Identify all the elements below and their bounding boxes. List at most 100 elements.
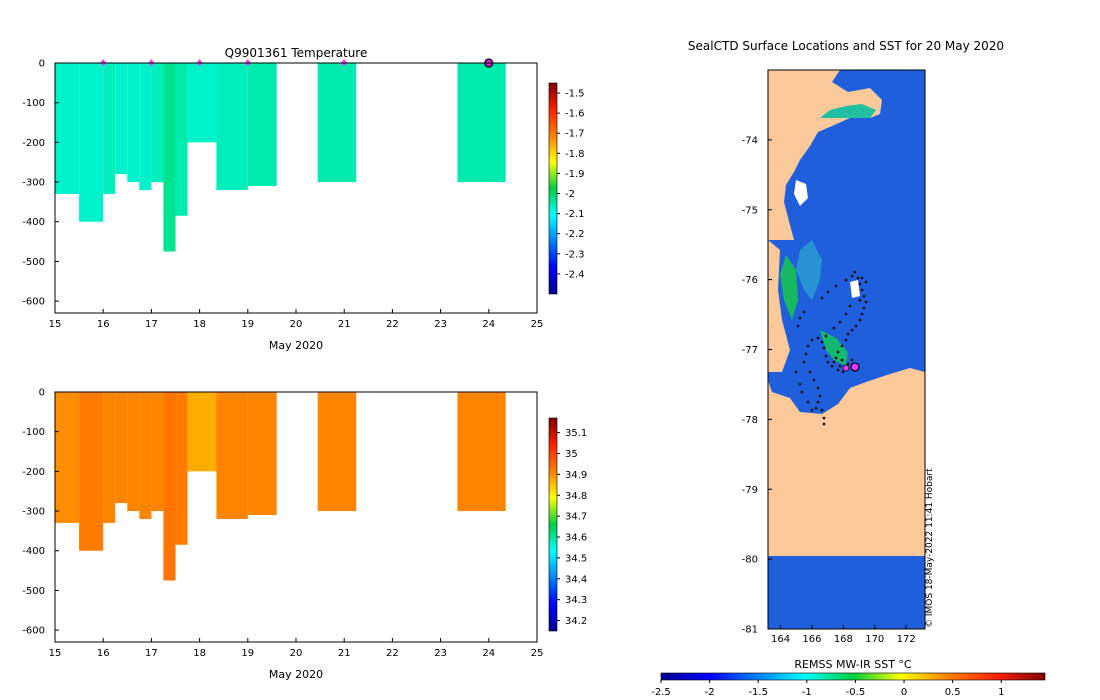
seal-track-point bbox=[802, 310, 806, 314]
y-tick-label: 0 bbox=[39, 388, 45, 399]
sst-colorbar-tick-label: 0 bbox=[901, 687, 907, 698]
seal-track-point bbox=[820, 408, 824, 412]
seal-track-point bbox=[794, 370, 798, 374]
seal-track-point bbox=[800, 390, 804, 394]
map-x-tick-label: 168 bbox=[834, 634, 853, 645]
map-x-tick-label: 164 bbox=[771, 634, 790, 645]
profile-bar bbox=[55, 63, 80, 194]
map-y-tick-label: -81 bbox=[742, 625, 758, 636]
seal-track-point bbox=[864, 300, 868, 304]
seal-track-point bbox=[826, 360, 830, 364]
sst-colorbar-tick-label: 0.5 bbox=[945, 687, 961, 698]
colorbar-tick-label: 34.7 bbox=[565, 512, 587, 523]
x-tick-label: 16 bbox=[97, 319, 110, 330]
coastal-sst-patch-4 bbox=[820, 104, 876, 118]
seal-track-point bbox=[858, 318, 862, 322]
x-tick-label: 24 bbox=[482, 319, 495, 330]
profile-bar bbox=[216, 63, 248, 190]
sst-colorbar-tick-label: -1 bbox=[802, 687, 812, 698]
x-tick-label: 20 bbox=[290, 319, 303, 330]
seal-track-point bbox=[838, 320, 842, 324]
profile-bar bbox=[115, 392, 128, 504]
profile-bar bbox=[317, 63, 357, 183]
sst-colorbar bbox=[660, 672, 1046, 681]
coastal-sst-patch-3 bbox=[820, 330, 848, 366]
seal-track-point bbox=[841, 370, 845, 374]
seal-track-point bbox=[820, 340, 824, 344]
y-tick-label: -400 bbox=[22, 546, 45, 557]
sst-colorbar-tick-label: 1 bbox=[998, 687, 1004, 698]
map-y-tick-label: -78 bbox=[742, 415, 758, 426]
profile-bar bbox=[163, 63, 176, 252]
seal-surface-location bbox=[842, 364, 850, 372]
y-tick-label: -200 bbox=[22, 467, 45, 478]
seal-track-point bbox=[796, 324, 800, 328]
x-tick-label: 22 bbox=[386, 648, 399, 659]
seal-track-point bbox=[822, 416, 826, 420]
sst-colorbar-tick-label: -1.5 bbox=[748, 687, 768, 698]
seal-track-point bbox=[856, 276, 860, 280]
map-title: SealCTD Surface Locations and SST for 20… bbox=[688, 39, 1004, 53]
colorbar-tick-label: -1.7 bbox=[565, 129, 585, 140]
profile-bar bbox=[247, 392, 277, 516]
seal-track-point bbox=[820, 296, 824, 300]
seal-track-point bbox=[850, 328, 854, 332]
seal-track-point bbox=[824, 334, 828, 338]
seal-track-point bbox=[848, 304, 852, 308]
profile-bar bbox=[115, 63, 128, 175]
y-tick-label: -600 bbox=[22, 297, 45, 308]
x-tick-label: 23 bbox=[434, 648, 447, 659]
seal-track-point bbox=[860, 288, 864, 292]
colorbar-tick-label: -2.4 bbox=[565, 269, 585, 280]
x-tick-label: 15 bbox=[49, 319, 62, 330]
seal-track-point bbox=[862, 294, 866, 298]
ross-ice-shelf bbox=[768, 368, 925, 556]
seal-track-point bbox=[812, 378, 816, 382]
colorbar-tick-label: -1.9 bbox=[565, 169, 585, 180]
profile-bar bbox=[103, 392, 116, 523]
profile-bar bbox=[457, 63, 506, 183]
seal-track-point bbox=[802, 360, 806, 364]
x-tick-label: 21 bbox=[338, 319, 351, 330]
y-tick-label: -500 bbox=[22, 257, 45, 268]
seal-track-point bbox=[853, 270, 857, 274]
y-tick-label: -600 bbox=[22, 626, 45, 637]
seal-track-point bbox=[862, 306, 866, 310]
seal-track-point bbox=[826, 290, 830, 294]
x-tick-label: 15 bbox=[49, 648, 62, 659]
profile-bar bbox=[163, 392, 176, 581]
imos-credit: © IMOS 18-May-2022 11:41 Hobart bbox=[925, 468, 935, 628]
seal-track-point bbox=[830, 364, 834, 368]
seal-track-point bbox=[798, 382, 802, 386]
y-tick-label: -400 bbox=[22, 217, 45, 228]
map-x-tick-label: 172 bbox=[897, 634, 916, 645]
colorbar-tick-label: 34.9 bbox=[565, 470, 587, 481]
seal-track-point bbox=[850, 358, 854, 362]
x-tick-label: 20 bbox=[290, 648, 303, 659]
x-tick-label: 24 bbox=[482, 648, 495, 659]
profile-bar bbox=[127, 392, 140, 512]
seal-track-point bbox=[834, 356, 838, 360]
colorbar-tick-label: -2.2 bbox=[565, 229, 585, 240]
profile-bar bbox=[139, 63, 152, 190]
profile-bar bbox=[175, 63, 188, 216]
map-y-tick-label: -75 bbox=[742, 205, 758, 216]
x-tick-label: 23 bbox=[434, 319, 447, 330]
seal-track-point bbox=[850, 274, 854, 278]
profile-bar bbox=[79, 392, 104, 551]
y-tick-label: -100 bbox=[22, 98, 45, 109]
seal-track-point bbox=[824, 354, 828, 358]
profile-bar bbox=[187, 392, 217, 472]
profile-bar bbox=[187, 63, 217, 143]
seal-track-point bbox=[806, 400, 810, 404]
seal-track-point bbox=[844, 312, 848, 316]
map-y-tick-label: -80 bbox=[742, 555, 758, 566]
profile-bar bbox=[247, 63, 277, 187]
profile-bar bbox=[103, 63, 116, 194]
seal-track-point bbox=[840, 344, 844, 348]
x-tick-label: 17 bbox=[145, 319, 158, 330]
seal-track-point bbox=[804, 352, 808, 356]
seal-track-point bbox=[816, 386, 820, 390]
seal-track-point bbox=[864, 280, 868, 284]
